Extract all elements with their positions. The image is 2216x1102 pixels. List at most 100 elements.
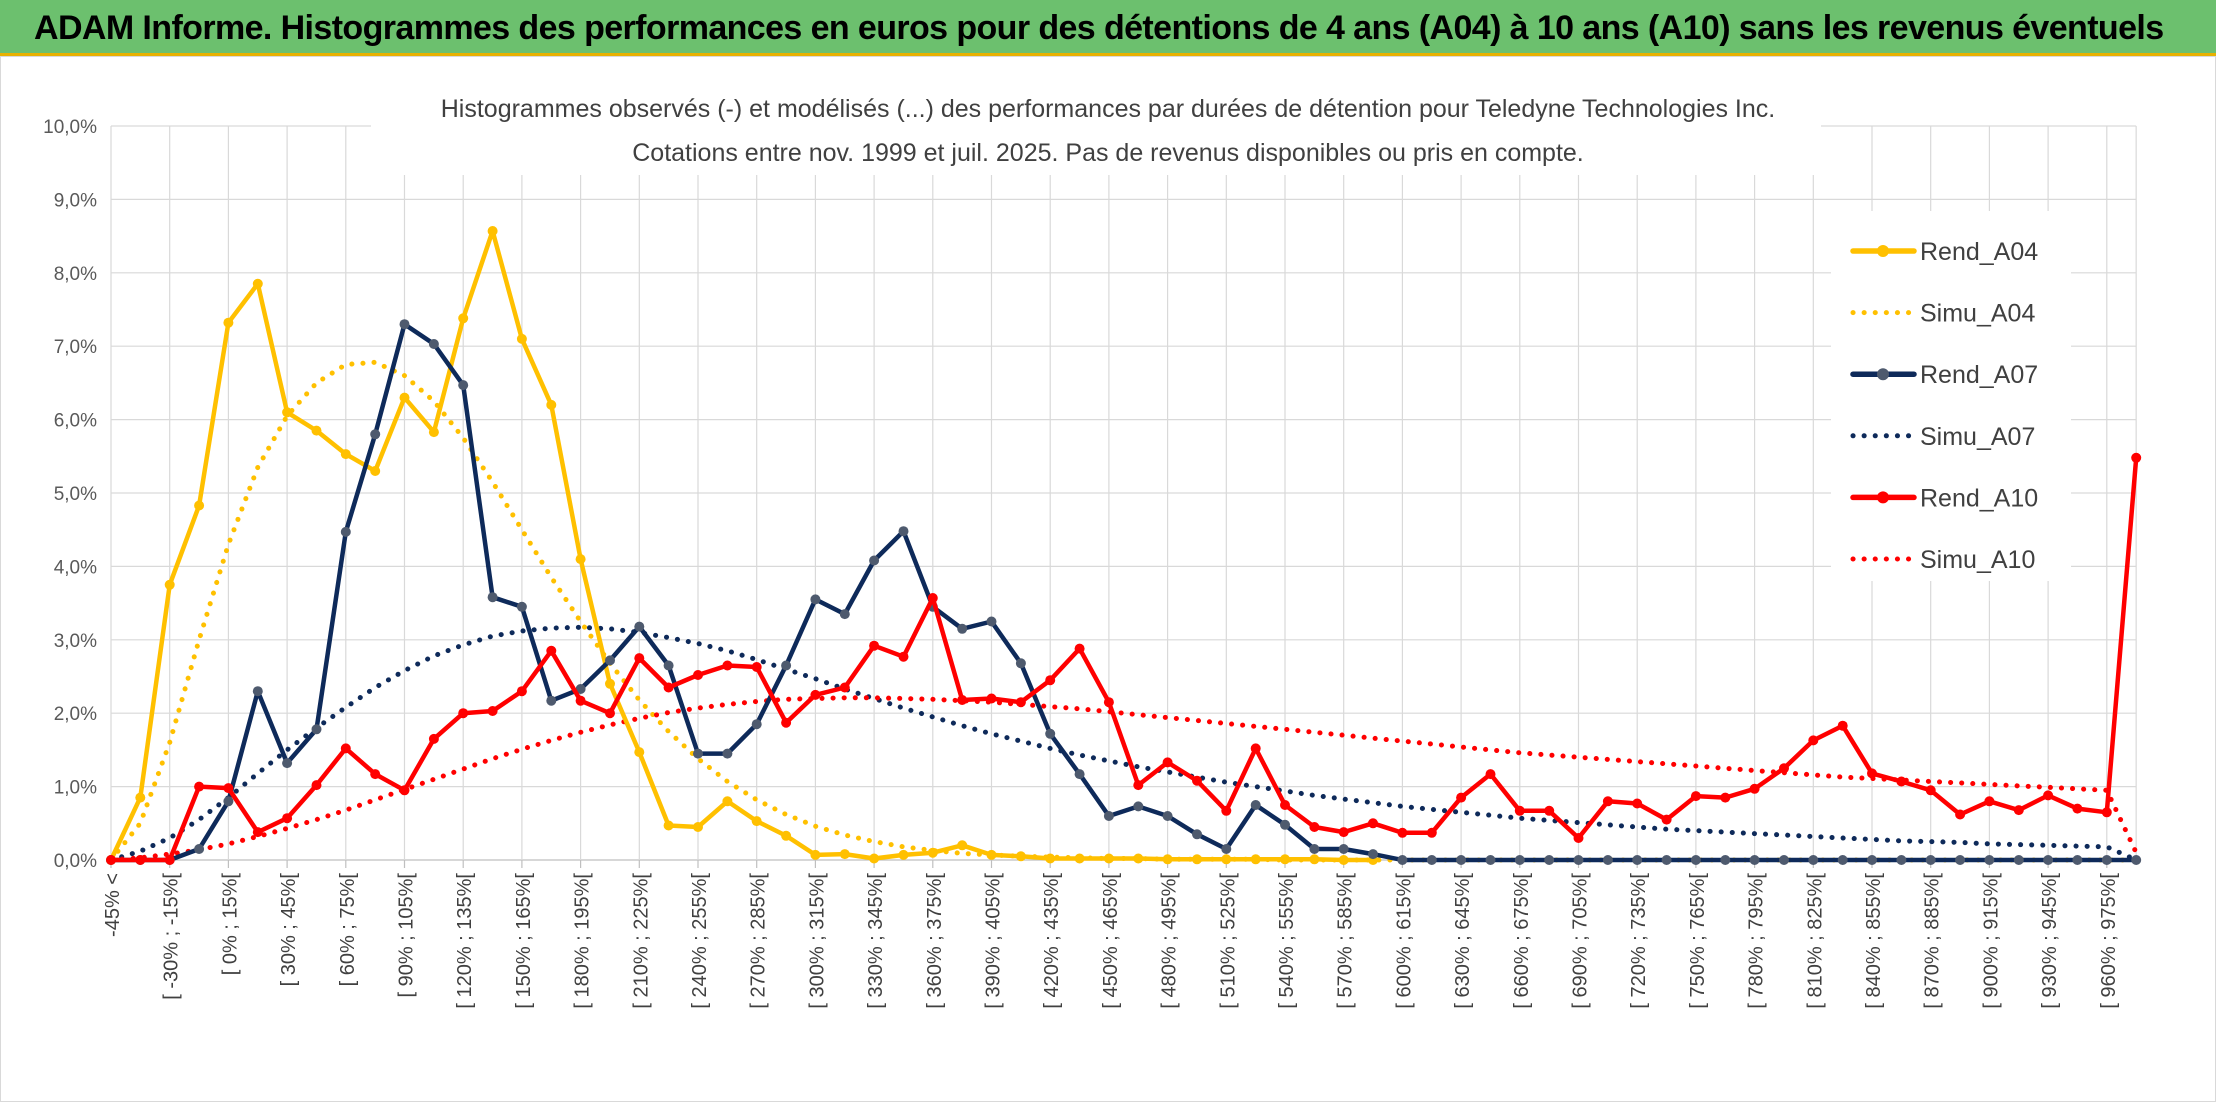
- y-tick-label: 1,0%: [54, 778, 97, 799]
- data-point-rend-a04: [957, 840, 968, 851]
- x-tick-label: [ 570% ; 585%[: [1335, 873, 1357, 1009]
- x-tick-label: [ 390% ; 405%[: [983, 873, 1005, 1009]
- data-point-rend-a10: [957, 695, 968, 705]
- data-point-rend-a10: [2101, 807, 2112, 818]
- data-point-rend-a10: [1485, 769, 1496, 780]
- data-point-rend-a10: [1544, 805, 1555, 816]
- y-tick-label: 2,0%: [54, 704, 97, 725]
- data-point-rend-a10: [1074, 643, 1085, 654]
- data-point-rend-a07: [1573, 855, 1584, 865]
- data-point-rend-a07: [399, 319, 410, 330]
- legend-marker: [1877, 491, 1889, 504]
- data-point-rend-a10: [605, 708, 615, 719]
- data-point-rend-a10: [428, 733, 439, 744]
- data-point-rend-a07: [869, 555, 880, 566]
- x-tick-label: [ 360% ; 375%[: [924, 873, 946, 1009]
- data-point-rend-a10: [194, 781, 205, 792]
- data-point-rend-a07: [575, 684, 586, 694]
- series-line-rend-a04: [108, 228, 1376, 863]
- series-simu-a10: [108, 695, 2139, 863]
- data-point-rend-a07: [663, 660, 674, 671]
- x-tick-label: [ 300% ; 315%[: [806, 873, 828, 1009]
- data-point-rend-a10: [575, 695, 586, 706]
- legend-label: Rend_A04: [1920, 238, 2038, 266]
- data-point-rend-a04: [605, 678, 615, 689]
- data-point-rend-a07: [1250, 800, 1261, 810]
- x-tick-label: [ 930% ; 945%[: [2039, 873, 2061, 1009]
- data-point-rend-a04: [399, 392, 410, 403]
- data-point-rend-a04: [927, 847, 938, 858]
- x-tick-label: [ 510% ; 525%[: [1217, 873, 1239, 1009]
- data-point-rend-a04: [194, 500, 205, 511]
- legend-marker: [1877, 245, 1889, 257]
- data-point-rend-a07: [722, 748, 733, 759]
- data-point-rend-a10: [927, 593, 938, 603]
- data-point-rend-a07: [1690, 855, 1701, 865]
- data-point-rend-a10: [399, 785, 410, 796]
- x-tick-label: [ 600% ; 615%[: [1393, 873, 1415, 1009]
- data-point-rend-a07: [693, 748, 703, 759]
- data-point-rend-a10: [1103, 697, 1114, 708]
- data-point-rend-a10: [751, 662, 762, 672]
- legend-item-rend-a10: Rend_A10: [1850, 484, 2038, 512]
- data-point-rend-a10: [2072, 803, 2083, 814]
- data-point-rend-a04: [1192, 854, 1202, 865]
- data-point-rend-a07: [1368, 849, 1378, 860]
- data-point-rend-a10: [458, 708, 469, 719]
- x-tick-label: [ 750% ; 765%[: [1687, 873, 1709, 1009]
- x-tick-label: [ 660% ; 675%[: [1511, 873, 1533, 1009]
- data-point-rend-a07: [2043, 855, 2054, 865]
- data-point-rend-a04: [340, 449, 351, 460]
- data-point-rend-a07: [1456, 855, 1467, 865]
- y-tick-label: 3,0%: [54, 631, 97, 652]
- x-tick-label: [ 810% ; 825%[: [1804, 873, 1826, 1009]
- data-point-rend-a10: [1250, 743, 1261, 754]
- data-point-rend-a10: [370, 769, 381, 780]
- data-point-rend-a07: [1192, 829, 1202, 840]
- data-point-rend-a07: [1925, 855, 1936, 865]
- data-point-rend-a07: [1779, 855, 1789, 865]
- x-tick-label: [ 720% ; 735%[: [1628, 873, 1650, 1009]
- data-point-rend-a04: [546, 399, 557, 410]
- data-point-rend-a07: [634, 621, 645, 632]
- data-point-rend-a07: [282, 758, 293, 769]
- data-point-rend-a07: [1720, 855, 1731, 865]
- x-tick-label: [ 420% ; 435%[: [1041, 873, 1063, 1009]
- data-point-rend-a10: [135, 855, 146, 865]
- y-tick-label: 6,0%: [54, 411, 97, 432]
- legend-item-simu-a10: Simu_A10: [1850, 546, 2035, 574]
- data-point-rend-a07: [1397, 855, 1408, 865]
- data-point-rend-a07: [1632, 855, 1643, 865]
- data-point-rend-a10: [1192, 775, 1202, 786]
- x-tick-label: -45% <: [102, 873, 124, 937]
- data-point-rend-a10: [898, 651, 909, 662]
- data-point-rend-a10: [1749, 783, 1760, 794]
- data-point-rend-a10: [869, 640, 880, 651]
- data-point-rend-a10: [1426, 827, 1437, 838]
- data-point-rend-a07: [1280, 819, 1290, 830]
- data-point-rend-a10: [516, 686, 527, 697]
- legend-item-rend-a04: Rend_A04: [1850, 238, 2038, 266]
- data-point-rend-a07: [898, 526, 909, 537]
- data-point-rend-a04: [1162, 854, 1173, 865]
- histogram-chart: 0,0% 1,0% 2,0% 3,0% 4,0% 5,0% 6,0% 7,0% 8,0% 9,0%…: [43, 85, 2142, 1009]
- data-point-rend-a10: [1602, 796, 1613, 807]
- data-point-rend-a07: [1661, 855, 1672, 865]
- x-tick-label: [ 540% ; 555%[: [1276, 873, 1298, 1009]
- data-point-rend-a07: [1867, 855, 1877, 865]
- data-point-rend-a10: [1162, 757, 1173, 768]
- series-line-simu-a07: [108, 624, 2139, 863]
- y-tick-label: 5,0%: [54, 484, 97, 505]
- data-point-rend-a10: [1896, 776, 1907, 787]
- data-point-rend-a10: [986, 693, 997, 704]
- data-point-rend-a10: [810, 689, 821, 700]
- data-point-rend-a04: [370, 466, 381, 476]
- series-line-simu-a10: [108, 695, 2139, 863]
- data-point-rend-a07: [1015, 658, 1026, 669]
- data-point-rend-a10: [311, 780, 322, 791]
- data-point-rend-a10: [1632, 798, 1643, 809]
- series-layer: [106, 226, 2142, 865]
- x-tick-label: [ -30% ; -15%[: [161, 873, 183, 1000]
- data-point-rend-a10: [1779, 763, 1789, 774]
- series-line-rend-a07: [108, 321, 2139, 863]
